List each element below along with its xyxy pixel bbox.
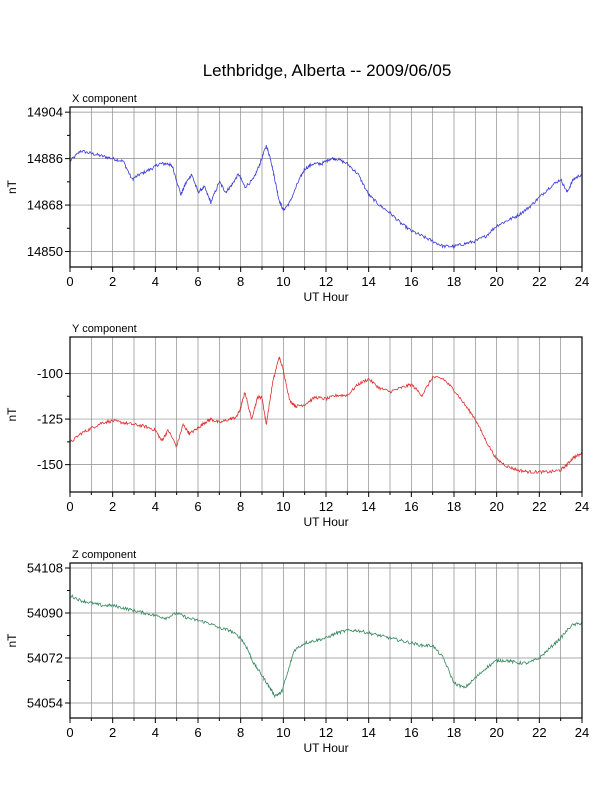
x-tick-label: 22 bbox=[532, 725, 546, 740]
x-tick-label: 10 bbox=[276, 274, 290, 289]
series-line bbox=[69, 356, 583, 475]
series-line bbox=[69, 594, 583, 699]
x-tick-label: 4 bbox=[152, 499, 159, 514]
x-tick-label: 10 bbox=[276, 725, 290, 740]
x-tick-label: 12 bbox=[319, 274, 333, 289]
panel-title: X component bbox=[72, 93, 137, 105]
y-tick-label: 14850 bbox=[27, 244, 63, 259]
x-tick-label: 8 bbox=[237, 725, 244, 740]
x-axis-label: UT Hour bbox=[303, 290, 348, 304]
x-tick-label: 18 bbox=[447, 725, 461, 740]
x-tick-label: 4 bbox=[152, 274, 159, 289]
y-axis-label: nT bbox=[5, 407, 19, 422]
series-line bbox=[69, 144, 583, 249]
x-tick-label: 22 bbox=[532, 274, 546, 289]
y-axis-label: nT bbox=[5, 179, 19, 194]
x-tick-label: 20 bbox=[489, 499, 503, 514]
x-tick-label: 24 bbox=[575, 499, 589, 514]
x-tick-label: 14 bbox=[361, 499, 375, 514]
y-tick-label: -150 bbox=[37, 457, 63, 472]
x-tick-label: 8 bbox=[237, 499, 244, 514]
x-tick-label: 22 bbox=[532, 499, 546, 514]
y-axis-label: nT bbox=[5, 633, 19, 648]
x-tick-label: 4 bbox=[152, 725, 159, 740]
x-tick-label: 2 bbox=[109, 499, 116, 514]
y-tick-label: 14904 bbox=[27, 105, 63, 120]
x-tick-label: 14 bbox=[361, 274, 375, 289]
x-tick-label: 6 bbox=[194, 499, 201, 514]
y-tick-label: -125 bbox=[37, 412, 63, 427]
x-tick-label: 10 bbox=[276, 499, 290, 514]
panel-title: Y component bbox=[72, 323, 137, 335]
y-tick-label: 54108 bbox=[27, 561, 63, 576]
y-tick-label: 54054 bbox=[27, 696, 63, 711]
panel-title: Z component bbox=[72, 549, 136, 561]
x-tick-label: 16 bbox=[404, 725, 418, 740]
x-tick-label: 0 bbox=[66, 499, 73, 514]
figure-title: Lethbridge, Alberta -- 2009/06/05 bbox=[203, 61, 452, 80]
x-tick-label: 24 bbox=[575, 725, 589, 740]
y-tick-label: -100 bbox=[37, 366, 63, 381]
x-tick-label: 2 bbox=[109, 725, 116, 740]
x-axis-label: UT Hour bbox=[303, 515, 348, 529]
x-tick-label: 16 bbox=[404, 274, 418, 289]
x-tick-label: 20 bbox=[489, 274, 503, 289]
y-tick-label: 14868 bbox=[27, 198, 63, 213]
x-tick-label: 14 bbox=[361, 725, 375, 740]
y-tick-label: 14886 bbox=[27, 151, 63, 166]
x-axis-label: UT Hour bbox=[303, 741, 348, 755]
y-tick-label: 54090 bbox=[27, 606, 63, 621]
x-tick-label: 20 bbox=[489, 725, 503, 740]
x-tick-label: 18 bbox=[447, 499, 461, 514]
x-tick-label: 8 bbox=[237, 274, 244, 289]
x-tick-label: 12 bbox=[319, 725, 333, 740]
y-tick-label: 54072 bbox=[27, 651, 63, 666]
x-tick-label: 12 bbox=[319, 499, 333, 514]
x-tick-label: 6 bbox=[194, 725, 201, 740]
x-tick-label: 6 bbox=[194, 274, 201, 289]
x-tick-label: 16 bbox=[404, 499, 418, 514]
x-tick-label: 2 bbox=[109, 274, 116, 289]
x-tick-label: 18 bbox=[447, 274, 461, 289]
x-tick-label: 0 bbox=[66, 725, 73, 740]
x-tick-label: 24 bbox=[575, 274, 589, 289]
x-tick-label: 0 bbox=[66, 274, 73, 289]
